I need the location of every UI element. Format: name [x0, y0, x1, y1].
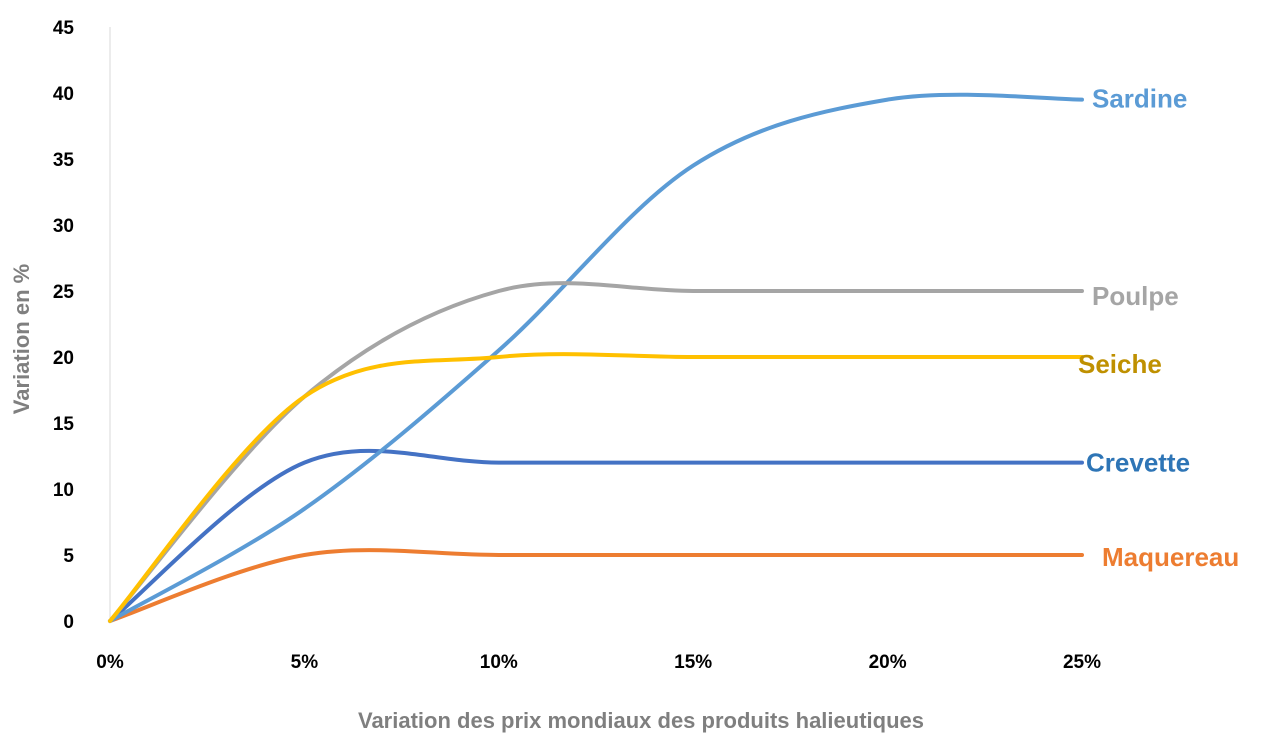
x-tick-label: 5%: [291, 652, 319, 673]
y-tick-label: 25: [53, 282, 75, 303]
series-line-crevette: [108, 448, 1084, 623]
y-tick-label: 45: [53, 18, 75, 39]
series-label-maquereau: Maquereau: [1102, 542, 1239, 572]
x-tick-label: 20%: [869, 652, 907, 673]
plot-area: [108, 92, 1084, 623]
y-tick-label: 15: [53, 414, 75, 435]
y-tick-label: 40: [53, 84, 74, 105]
x-tick-label: 10%: [480, 652, 518, 673]
x-axis: 0% 5% 10% 15% 20% 25%: [96, 652, 1101, 673]
series-line-sardine: [108, 92, 1084, 623]
y-tick-label: 35: [53, 150, 75, 171]
y-axis: 0 5 10 15 20 25 30 35 40 45: [53, 18, 111, 633]
series-line-poulpe: [108, 281, 1084, 623]
series-label-crevette: Crevette: [1086, 448, 1190, 478]
series-label-seiche: Seiche: [1078, 349, 1162, 379]
x-tick-label: 25%: [1063, 652, 1101, 673]
x-tick-label: 0%: [96, 652, 124, 673]
series-label-poulpe: Poulpe: [1092, 281, 1179, 311]
series-label-sardine: Sardine: [1092, 84, 1187, 114]
y-tick-label: 20: [53, 348, 74, 369]
y-axis-title: Variation en %: [9, 264, 34, 414]
y-tick-label: 5: [63, 546, 74, 567]
series-labels: Sardine Poulpe Seiche Crevette Maquereau: [1078, 84, 1239, 572]
series-line-seiche: [108, 352, 1084, 623]
x-axis-title: Variation des prix mondiaux des produits…: [358, 708, 924, 733]
y-tick-label: 0: [63, 612, 74, 633]
y-tick-label: 10: [53, 480, 74, 501]
y-tick-label: 30: [53, 216, 74, 237]
x-tick-label: 15%: [674, 652, 712, 673]
series-line-maquereau: [108, 548, 1084, 623]
